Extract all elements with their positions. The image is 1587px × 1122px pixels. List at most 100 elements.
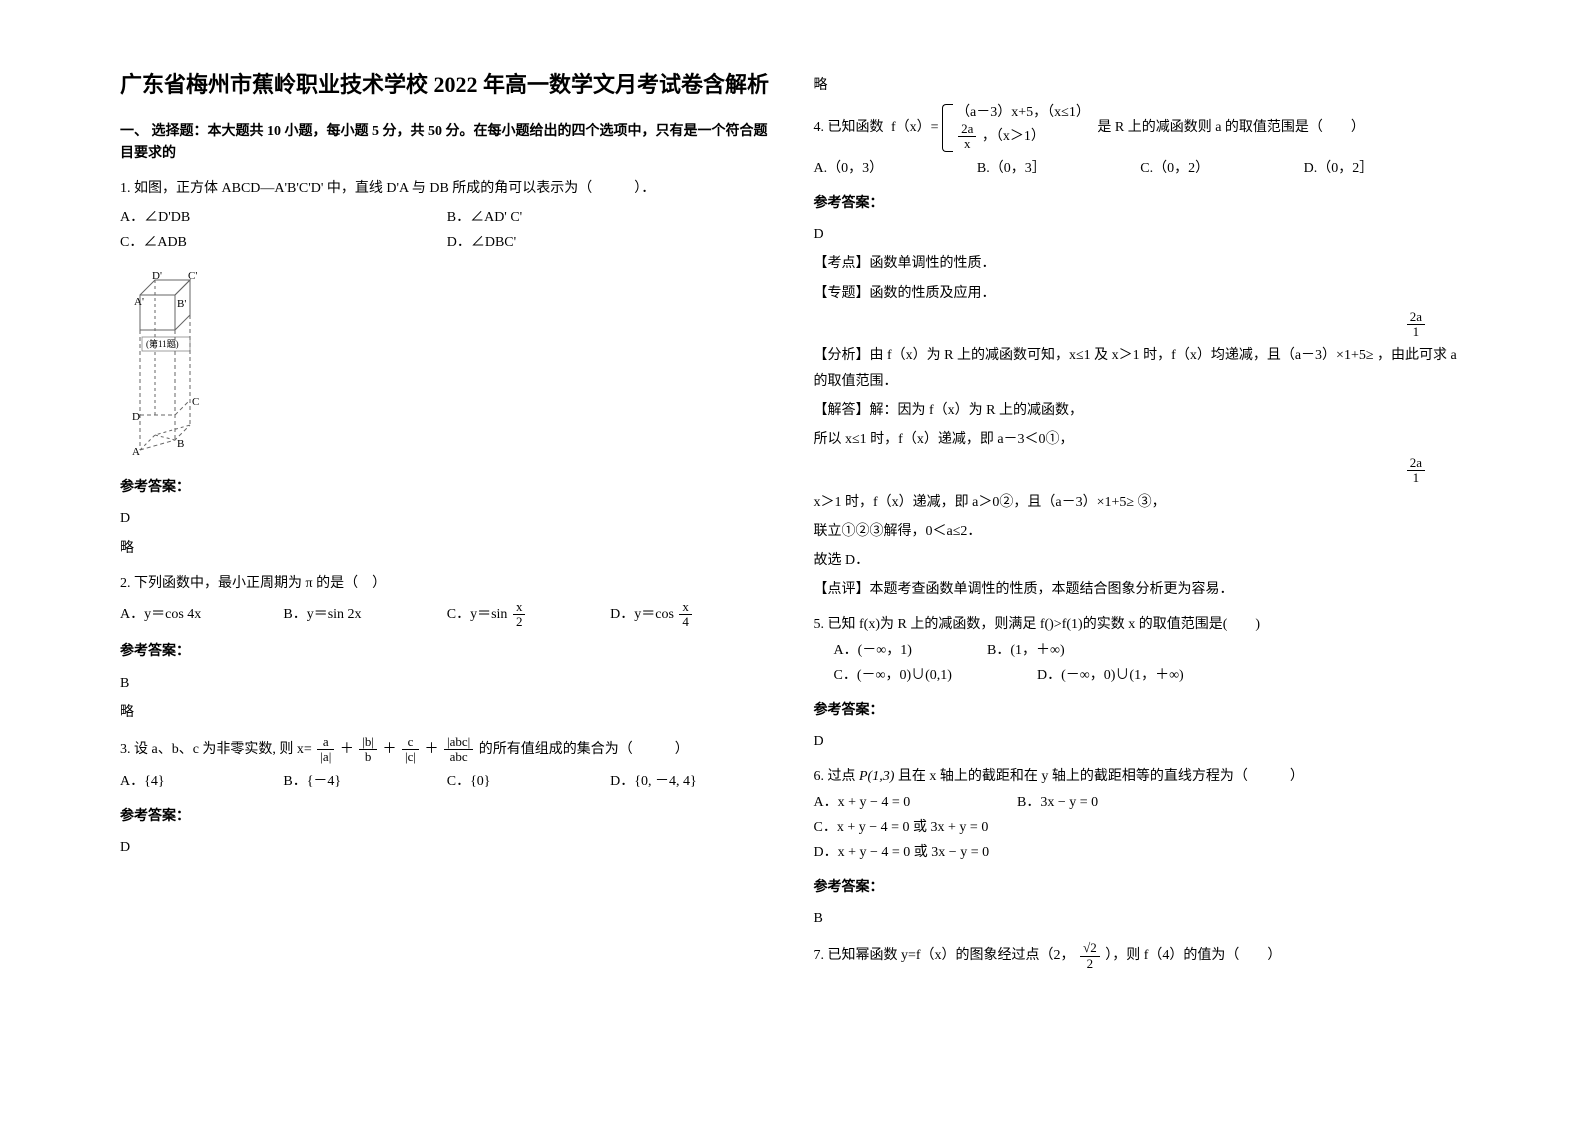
q7-stem: 7. 已知幂函数 y=f（x）的图象经过点（2， √22 ），则 f（4）的值为… xyxy=(814,941,1468,971)
q5-options: A．(－∞，1) B．(1，＋∞) C．(－∞，0)∪(0,1) D．(－∞，0… xyxy=(814,638,1468,688)
q2-optc-prefix: C．y＝sin xyxy=(447,607,511,622)
q4-row2: 2ax ，（x＞1） xyxy=(956,122,1090,152)
q4-pt5: 所以 x≤1 时，f（x）递减，即 a－3＜0①， xyxy=(814,427,1468,452)
q4-pt4: 【解答】解：因为 f（x）为 R 上的减函数， xyxy=(814,398,1468,423)
exam-title: 广东省梅州市蕉岭职业技术学校 2022 年高一数学文月考试卷含解析 xyxy=(120,70,774,101)
q1-opt-b: B．∠AD' C' xyxy=(447,205,774,230)
q5-opt-d: D．(－∞，0)∪(1，＋∞) xyxy=(1037,668,1184,683)
q4-row2-frac: 2ax xyxy=(958,122,976,152)
svg-text:C: C xyxy=(192,396,199,408)
svg-text:D': D' xyxy=(152,270,162,282)
question-3: 3. 设 a、b、c 为非零实数, 则 x= a|a| ＋ |b|b ＋ c|c… xyxy=(120,735,774,860)
q5-row1: A．(－∞，1) B．(1，＋∞) xyxy=(834,638,1468,663)
q2-ans-label: 参考答案： xyxy=(120,639,774,664)
question-2: 2. 下列函数中，最小正周期为 π 的是（ ） A．y＝cos 4x B．y＝s… xyxy=(120,571,774,725)
q4-row1: （a－3）x+5，（x≤1） xyxy=(956,104,1090,122)
q6-stem-prefix: 6. 过点 xyxy=(814,769,856,784)
q3-f2: |b|b xyxy=(359,735,377,765)
q5-row2: C．(－∞，0)∪(0,1) D．(－∞，0)∪(1，＋∞) xyxy=(834,663,1468,688)
svg-text:D: D xyxy=(132,411,140,423)
svg-text:B': B' xyxy=(177,298,186,310)
q3-stem: 3. 设 a、b、c 为非零实数, 则 x= a|a| ＋ |b|b ＋ c|c… xyxy=(120,735,774,765)
svg-text:C': C' xyxy=(188,270,197,282)
q4-pt9: 【点评】本题考查函数单调性的性质，本题结合图象分析更为容易． xyxy=(814,577,1468,602)
q4-pt7: 联立①②③解得，0＜a≤2． xyxy=(814,519,1468,544)
cube-figure-svg: D' C' A' B' (第11题) xyxy=(120,265,250,465)
q3-ans: D xyxy=(120,835,774,860)
q4-pt3-frac-line: 2a1 xyxy=(814,310,1468,340)
q5-opt-c: C．(－∞，0)∪(0,1) xyxy=(834,663,1034,688)
q2-stem: 2. 下列函数中，最小正周期为 π 的是（ ） xyxy=(120,571,774,596)
q4-fx-wrap: f（x）= （a－3）x+5，（x≤1） 2ax ，（x＞1） xyxy=(891,104,1090,152)
q3-stem-prefix: 3. 设 a、b、c 为非零实数, 则 x= xyxy=(120,742,312,757)
plus-2: ＋ xyxy=(383,742,397,757)
q4-pt3-prefix: 【分析】由 f（x）为 R 上的减函数可知，x≤1 及 x＞1 时，f（x）均递… xyxy=(814,348,1374,363)
q2-optc-frac: x 2 xyxy=(513,600,526,630)
q6-ans: B xyxy=(814,906,1468,931)
svg-text:A': A' xyxy=(134,296,144,308)
q4-options: A.（0，3） B.（0，3］ C.（0，2） D.（0，2］ xyxy=(814,156,1468,181)
q4-row2b: ，（x＞1） xyxy=(982,129,1045,144)
q4-opt-c: C.（0，2） xyxy=(1140,156,1303,181)
q3-stem-suffix: 的所有值组成的集合为（ ） xyxy=(479,742,689,757)
q7-stem-prefix: 7. 已知幂函数 y=f（x）的图象经过点（2， xyxy=(814,948,1075,963)
q3-opt-b: B．{－4} xyxy=(283,769,446,794)
q6-ans-label: 参考答案： xyxy=(814,875,1468,900)
q4-pt6-frac-line: 2a1 xyxy=(814,456,1468,486)
q3-opt-a: A．{4} xyxy=(120,769,283,794)
q6-row1: A．x + y − 4 = 0 B．3x − y = 0 xyxy=(814,790,1468,815)
q3-f4: |abc|abc xyxy=(444,735,473,765)
question-7: 7. 已知幂函数 y=f（x）的图象经过点（2， √22 ），则 f（4）的值为… xyxy=(814,941,1468,971)
q7-frac: √22 xyxy=(1080,941,1100,971)
q2-opt-d: D．y＝cos x 4 xyxy=(610,600,773,630)
right-column: 略 4. 已知函数 f（x）= （a－3）x+5，（x≤1） 2ax ，（x＞1… xyxy=(794,70,1488,1082)
q4-fx: f（x）= xyxy=(891,120,939,135)
q6-options: A．x + y − 4 = 0 B．3x − y = 0 C．x + y − 4… xyxy=(814,790,1468,866)
q4-pt6-suffix: ③， xyxy=(1138,495,1166,510)
q6-opt-b: B．3x − y = 0 xyxy=(1017,795,1098,810)
q1-ans: D xyxy=(120,506,774,531)
question-5: 5. 已知 f(x)为 R 上的减函数，则满足 f()>f(1)的实数 x 的取… xyxy=(814,612,1468,754)
q1-figure: D' C' A' B' (第11题) xyxy=(120,265,774,465)
q3-opt-c: C．{0} xyxy=(447,769,610,794)
q3-f1: a|a| xyxy=(317,735,334,765)
q4-piecewise: （a－3）x+5，（x≤1） 2ax ，（x＞1） xyxy=(942,104,1090,152)
q2-options: A．y＝cos 4x B．y＝sin 2x C．y＝sin x 2 D．y＝co… xyxy=(120,600,774,630)
q4-suffix: 是 R 上的减函数则 a 的取值范围是（ ） xyxy=(1097,120,1365,135)
q6-opt-d: D．x + y − 4 = 0 或 3x − y = 0 xyxy=(814,840,1468,865)
q1-opt-c: C．∠ADB xyxy=(120,230,447,255)
q5-stem: 5. 已知 f(x)为 R 上的减函数，则满足 f()>f(1)的实数 x 的取… xyxy=(814,612,1468,637)
svg-text:(第11题): (第11题) xyxy=(146,338,179,349)
q4-pt3: 【分析】由 f（x）为 R 上的减函数可知，x≤1 及 x＞1 时，f（x）均递… xyxy=(814,343,1468,393)
q5-opt-a: A．(－∞，1) xyxy=(834,638,984,663)
q2-optd-prefix: D．y＝cos xyxy=(610,607,677,622)
q4-pt2: 【专题】函数的性质及应用． xyxy=(814,281,1468,306)
q7-stem-suffix: ），则 f（4）的值为（ ） xyxy=(1105,948,1281,963)
q6-point: P(1,3) xyxy=(859,769,894,784)
q1-options: A．∠D'DB B．∠AD' C' C．∠ADB D．∠DBC' xyxy=(120,205,774,255)
q1-stem: 1. 如图，正方体 ABCD—A'B'C'D' 中，直线 D'A 与 DB 所成… xyxy=(120,176,774,201)
q2-note: 略 xyxy=(120,700,774,725)
q2-opt-b: B．y＝sin 2x xyxy=(283,602,446,627)
q2-opt-a: A．y＝cos 4x xyxy=(120,602,283,627)
q4-pt6-prefix: x＞1 时，f（x）递减，即 a＞0②，且（a－3）×1+5≥ xyxy=(814,495,1135,510)
q6-stem-mid: 且在 x 轴上的截距和在 y 轴上的截距相等的直线方程为（ ） xyxy=(898,769,1304,784)
q4-opt-d: D.（0，2］ xyxy=(1304,156,1467,181)
q4-stem: 4. 已知函数 f（x）= （a－3）x+5，（x≤1） 2ax ，（x＞1） … xyxy=(814,104,1468,152)
question-6: 6. 过点 P(1,3) 且在 x 轴上的截距和在 y 轴上的截距相等的直线方程… xyxy=(814,764,1468,931)
q5-ans: D xyxy=(814,729,1468,754)
section-1-head: 一、 选择题：本大题共 10 小题，每小题 5 分，共 50 分。在每小题给出的… xyxy=(120,121,774,166)
svg-text:B: B xyxy=(177,438,184,450)
plus-1: ＋ xyxy=(340,742,354,757)
q2-ans: B xyxy=(120,671,774,696)
question-4: 4. 已知函数 f（x）= （a－3）x+5，（x≤1） 2ax ，（x＞1） … xyxy=(814,104,1468,602)
q4-opt-b: B.（0，3］ xyxy=(977,156,1140,181)
question-1: 1. 如图，正方体 ABCD—A'B'C'D' 中，直线 D'A 与 DB 所成… xyxy=(120,176,774,561)
q3-note: 略 xyxy=(814,74,1468,94)
q4-pt3-frac: 2a1 xyxy=(1407,310,1425,340)
q2-opt-c: C．y＝sin x 2 xyxy=(447,600,610,630)
q5-ans-label: 参考答案： xyxy=(814,698,1468,723)
q6-opt-a: A．x + y − 4 = 0 xyxy=(814,790,1014,815)
q3-options: A．{4} B．{－4} C．{0} D．{0, －4, 4} xyxy=(120,769,774,794)
q1-ans-label: 参考答案： xyxy=(120,475,774,500)
